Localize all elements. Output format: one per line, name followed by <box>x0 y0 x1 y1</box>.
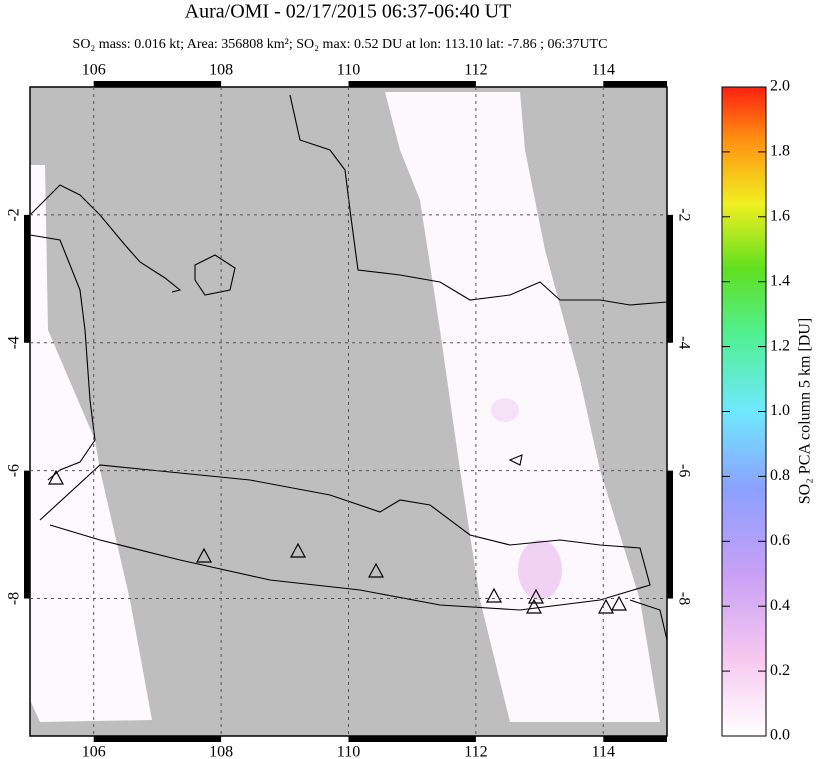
x-tick-label: 114 <box>592 744 615 759</box>
x-tick-label: 114 <box>592 62 615 79</box>
volcano <box>597 598 615 614</box>
x-tick-label: 110 <box>337 744 360 759</box>
volcano <box>195 547 213 563</box>
coastline <box>629 599 667 641</box>
colorbar-tick-label: 1.4 <box>770 272 790 289</box>
frame-band <box>603 81 667 87</box>
colorbar-tick-label: 0.4 <box>770 597 790 614</box>
coastline <box>39 464 651 611</box>
coastline <box>289 94 667 306</box>
frame-band <box>24 470 30 599</box>
x-tick-label: 108 <box>209 62 233 79</box>
frame-band <box>667 470 673 599</box>
coastline <box>194 254 236 296</box>
so2-patch <box>491 398 519 422</box>
y-tick-label: -6 <box>675 464 692 477</box>
swath <box>385 92 660 722</box>
coastline <box>30 234 96 481</box>
frame-band <box>603 736 667 742</box>
volcano <box>47 469 65 485</box>
y-tick-label: -4 <box>675 336 692 349</box>
colorbar-tick-label: 2.0 <box>770 78 790 95</box>
colorbar-label: SO₂ PCA column 5 km [DU] <box>797 318 814 504</box>
colorbar-tick-label: 1.6 <box>770 207 790 224</box>
y-tick-label: -8 <box>6 592 23 605</box>
colorbar-tick-label: 1.0 <box>770 402 790 419</box>
frame-band <box>348 81 476 87</box>
y-tick-label: -6 <box>6 464 23 477</box>
volcano <box>525 598 543 614</box>
y-tick-label: -2 <box>6 208 23 221</box>
so2-patch <box>518 540 562 600</box>
y-tick-label: -8 <box>675 592 692 605</box>
y-tick-label: -4 <box>6 336 23 349</box>
colorbar-tick-label: 1.8 <box>770 143 790 160</box>
colorbar-tick-label: 0.0 <box>770 727 790 744</box>
frame-band <box>93 81 222 87</box>
colorbar-tick-label: 0.8 <box>770 467 790 484</box>
x-tick-label: 112 <box>464 744 487 759</box>
colorbar-tick-label: 0.2 <box>770 662 790 679</box>
frame-band <box>93 736 222 742</box>
volcano <box>485 587 503 603</box>
frame-band <box>348 736 476 742</box>
coastline <box>508 454 523 466</box>
y-tick-label: -2 <box>675 208 692 221</box>
x-tick-label: 112 <box>464 62 487 79</box>
volcano <box>610 595 628 611</box>
volcano <box>367 562 385 578</box>
frame-band <box>24 214 30 343</box>
x-tick-label: 106 <box>82 62 106 79</box>
title: Aura/OMI - 02/17/2015 06:37-06:40 UT <box>185 1 512 23</box>
colorbar-tick-label: 0.6 <box>770 532 790 549</box>
coastline <box>30 184 182 293</box>
colorbar-tick-label: 1.2 <box>770 337 790 354</box>
swath <box>30 165 152 722</box>
volcano <box>289 542 307 558</box>
subtitle: SO₂ mass: 0.016 kt; Area: 356808 km²; SO… <box>73 37 608 52</box>
frame-band <box>667 214 673 343</box>
x-tick-label: 110 <box>337 62 360 79</box>
x-tick-label: 108 <box>209 744 233 759</box>
x-tick-label: 106 <box>82 744 106 759</box>
